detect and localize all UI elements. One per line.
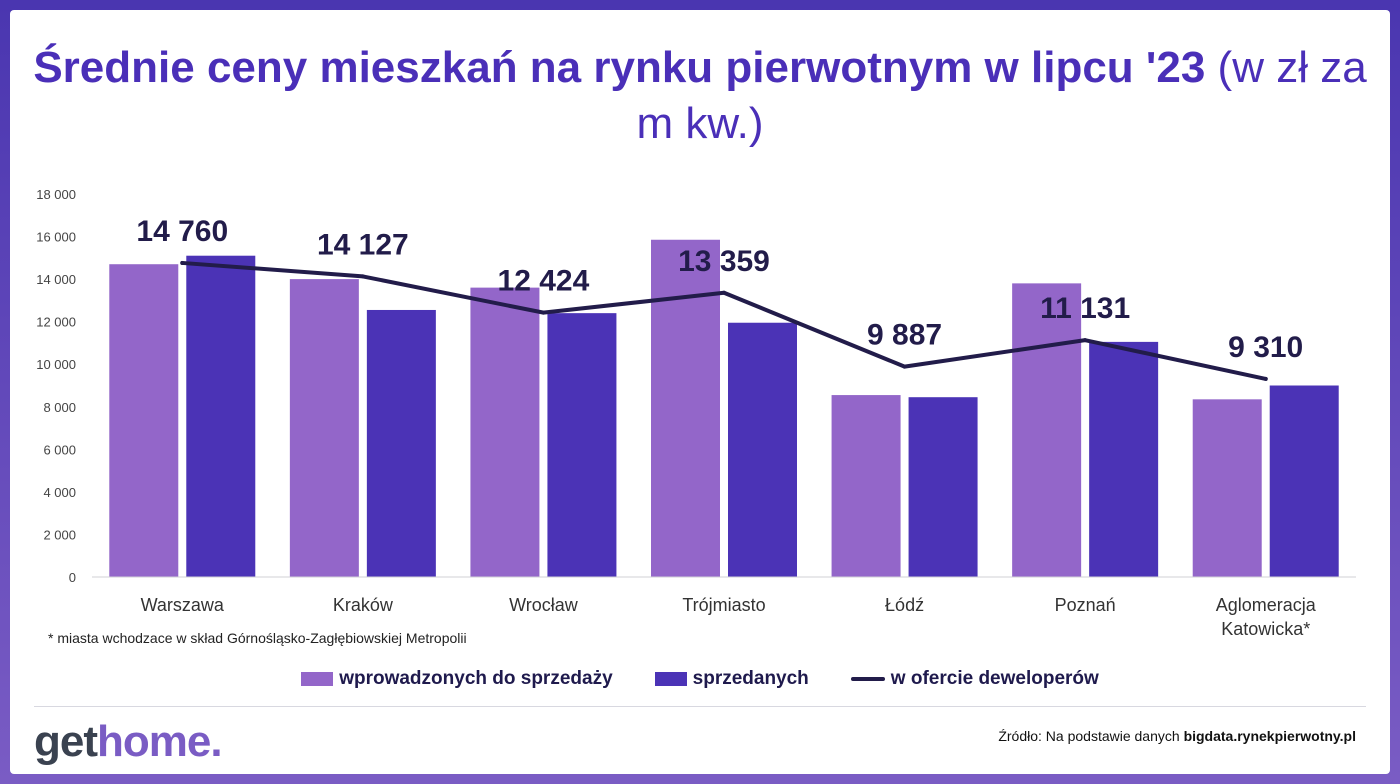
legend-item-sold: sprzedanych [654, 668, 809, 690]
y-tick-label: 4 000 [43, 485, 76, 500]
x-category-label: Katowicka* [1221, 619, 1310, 639]
line-point-offer [1263, 376, 1268, 381]
y-tick-label: 12 000 [36, 315, 76, 330]
logo-part1: get [34, 717, 98, 766]
legend-label-sold: sprzedanych [692, 668, 809, 689]
x-category-label: Trójmiasto [682, 595, 765, 615]
y-tick-label: 2 000 [43, 527, 76, 542]
bar-introduced [651, 239, 720, 577]
x-category-label: Warszawa [141, 595, 225, 615]
y-tick-label: 10 000 [36, 357, 76, 372]
chart-title: Średnie ceny mieszkań na rynku pierwotny… [10, 40, 1390, 152]
data-label-offer: 13 359 [678, 245, 770, 278]
legend-item-introduced: wprowadzonych do sprzedaży [301, 668, 613, 690]
bar-introduced [831, 395, 901, 577]
bar-sold [366, 309, 436, 577]
bar-sold [1089, 341, 1159, 577]
title-main: Średnie ceny mieszkań na rynku pierwotny… [33, 43, 1206, 92]
logo-part2: home. [97, 717, 223, 766]
data-label-offer: 12 424 [498, 265, 590, 298]
legend-swatch-offer [850, 677, 885, 681]
bar-introduced [109, 264, 179, 577]
bar-line-chart: 0 2 000 4 000 6 000 8 000 10 000 12 000 14 000 1… [36, 187, 1356, 639]
bar-introduced [470, 287, 540, 577]
bar-introduced [1012, 283, 1082, 577]
line-point-offer [902, 364, 907, 369]
y-tick-label: 16 000 [36, 230, 76, 245]
x-category-label: Wrocław [509, 595, 579, 615]
legend-label-offer: w ofercie deweloperów [890, 668, 1099, 689]
data-label-offer: 14 127 [317, 228, 409, 261]
y-tick-label: 18 000 [36, 187, 76, 202]
bar-sold [1269, 385, 1339, 577]
title-unit: (w zł za m kw.) [636, 43, 1367, 148]
legend-item-offer: w ofercie deweloperów [850, 668, 1099, 690]
x-category-label: Łódź [885, 595, 924, 615]
y-tick-label: 6 000 [43, 442, 76, 457]
x-category-label: Aglomeracja [1216, 595, 1317, 615]
source-prefix: Źródło: Na podstawie danych [998, 728, 1184, 744]
data-label-offer: 9 887 [867, 319, 942, 352]
gethome-logo: gethome. [34, 716, 223, 768]
divider [34, 706, 1366, 707]
data-label-offer: 11 131 [1040, 292, 1130, 325]
data-label-offer: 9 310 [1228, 331, 1303, 364]
y-tick-label: 8 000 [43, 400, 76, 415]
legend-label-introduced: wprowadzonych do sprzedaży [339, 668, 613, 689]
chart-card: Średnie ceny mieszkań na rynku pierwotny… [10, 10, 1390, 774]
line-point-offer [1083, 338, 1088, 343]
bar-sold [908, 397, 978, 577]
bar-introduced [1192, 399, 1262, 577]
x-category-label: Poznań [1055, 595, 1116, 615]
line-point-offer [722, 290, 726, 295]
line-point-offer [541, 310, 546, 315]
footnote: * miasta wchodzace w skład Górnośląsko-Z… [48, 630, 467, 646]
source-site: bigdata.rynekpierwotny.pl [1183, 728, 1356, 744]
source-note: Źródło: Na podstawie danych bigdata.ryne… [998, 728, 1356, 744]
bar-sold [186, 255, 256, 577]
data-label-offer: 14 760 [136, 215, 228, 248]
line-point-offer [180, 260, 185, 265]
x-category-label: Kraków [333, 595, 394, 615]
line-point-offer [360, 274, 365, 279]
y-tick-label: 0 [69, 570, 76, 585]
bar-introduced [289, 279, 359, 577]
legend-swatch-sold [654, 672, 687, 686]
bar-sold [547, 313, 617, 577]
legend: wprowadzonych do sprzedaży sprzedanych w… [10, 666, 1390, 692]
legend-swatch-introduced [301, 672, 334, 686]
y-tick-label: 14 000 [36, 272, 76, 287]
bar-sold [728, 322, 797, 577]
